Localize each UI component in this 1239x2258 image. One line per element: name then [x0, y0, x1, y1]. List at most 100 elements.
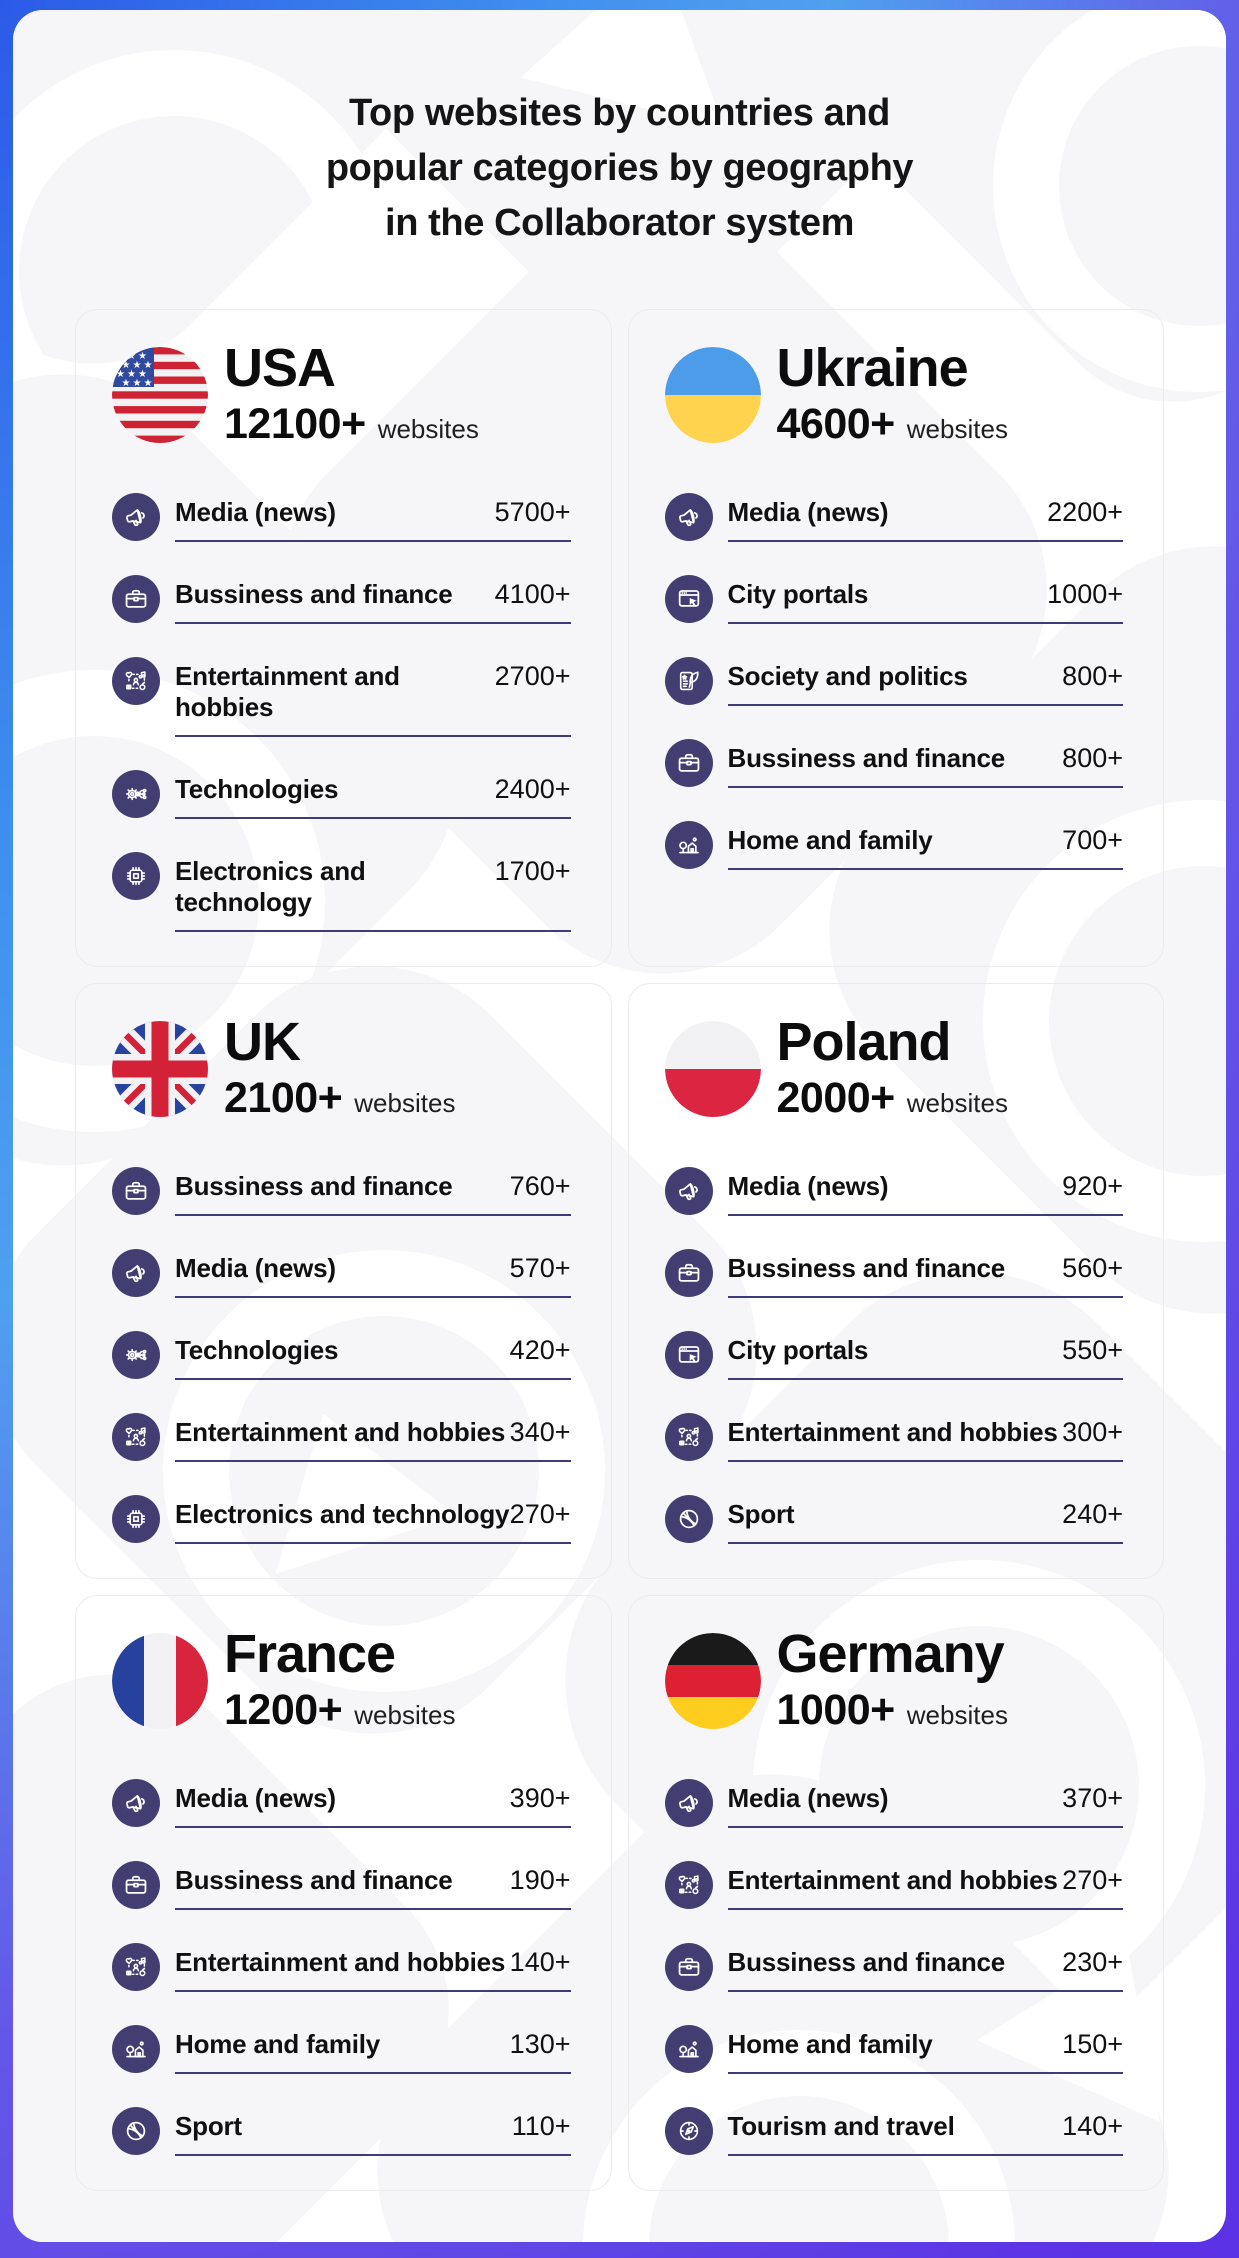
category-label: Media (news)	[175, 1783, 336, 1814]
category-row-line: Sport 110+	[175, 2111, 571, 2142]
category-row-body: Home and family 150+	[727, 2025, 1123, 2075]
category-row-line: Society and politics 800+	[728, 661, 1124, 692]
category-row: Entertainment and hobbies 270+	[664, 1861, 1123, 1911]
megaphone-icon	[664, 493, 713, 542]
country-card: Ukraine 4600+ websites Media (news) 2200…	[627, 309, 1164, 968]
category-row-body: Society and politics 800+	[727, 657, 1124, 707]
category-row: Home and family 150+	[664, 2025, 1123, 2075]
category-count: 920+	[1062, 1171, 1123, 1202]
category-label: Entertainment and hobbies	[727, 1865, 1058, 1896]
category-count: 1000+	[1047, 579, 1123, 610]
category-list: Media (news) 390+ Bussiness and finance …	[112, 1779, 571, 2157]
category-label: Home and family	[175, 2029, 381, 2060]
category-count: 1700+	[494, 856, 571, 887]
briefcase-icon	[664, 1249, 713, 1298]
category-row-body: Entertainment and hobbies 300+	[727, 1413, 1124, 1463]
category-row: Home and family 130+	[112, 2025, 571, 2075]
category-row-body: Sport 240+	[727, 1495, 1123, 1545]
category-count: 2700+	[494, 661, 571, 692]
category-row: Home and family 700+	[664, 821, 1123, 871]
websites-label: websites	[354, 1700, 456, 1731]
card-header-text: USA 12100+ websites	[224, 340, 479, 449]
chip-icon	[112, 1495, 160, 1544]
category-row: Electronics and technology 270+	[112, 1495, 571, 1545]
category-row: Sport 110+	[112, 2107, 571, 2157]
entertainment-icon	[112, 657, 160, 706]
category-label: Entertainment and hobbies	[175, 1947, 506, 1978]
category-row-body: City portals 550+	[727, 1331, 1124, 1381]
category-label: City portals	[727, 579, 869, 610]
category-label: Entertainment and hobbies	[727, 1417, 1058, 1448]
websites-label: websites	[906, 414, 1008, 445]
category-list: Media (news) 5700+ Bussiness and finance…	[112, 493, 571, 933]
country-card: France 1200+ websites Media (news) 390+ …	[75, 1595, 612, 2192]
category-row-body: Bussiness and finance 800+	[727, 739, 1123, 789]
card-header: Poland 2000+ websites	[664, 1014, 1124, 1123]
country-name: Germany	[776, 1624, 1005, 1685]
category-label: Technologies	[175, 774, 339, 805]
category-count: 560+	[1062, 1253, 1123, 1284]
category-row-line: Technologies 2400+	[175, 774, 571, 805]
category-row: Bussiness and finance 760+	[112, 1167, 571, 1217]
category-label: Media (news)	[727, 497, 889, 528]
background-watermark	[13, 10, 1226, 2242]
page-title: Top websites by countries and popular ca…	[53, 86, 1186, 251]
websites-count: 1000+	[776, 1686, 896, 1735]
technologies-icon	[112, 1331, 160, 1380]
briefcase-icon	[112, 575, 160, 624]
category-row: Tourism and travel 140+	[664, 2107, 1123, 2157]
browser-cursor-icon	[664, 1331, 713, 1380]
svg-text:★: ★	[116, 369, 125, 380]
category-row-line: City portals 550+	[728, 1335, 1124, 1366]
category-label: Technologies	[175, 1335, 339, 1366]
category-list: Media (news) 370+ Entertainment and hobb…	[664, 1779, 1124, 2157]
category-count: 300+	[1062, 1417, 1123, 1448]
category-row-body: Technologies 420+	[175, 1331, 571, 1381]
category-row-line: Home and family 130+	[175, 2029, 571, 2060]
megaphone-icon	[664, 1779, 713, 1828]
svg-text:★: ★	[116, 351, 125, 362]
category-row-body: Media (news) 570+	[175, 1249, 571, 1299]
category-row-body: Bussiness and finance 190+	[175, 1861, 571, 1911]
document-quill-icon	[664, 657, 713, 706]
category-row-line: Bussiness and finance 760+	[175, 1171, 571, 1202]
basketball-icon	[112, 2107, 160, 2156]
category-count: 140+	[1062, 2111, 1123, 2142]
category-count: 4100+	[494, 579, 571, 610]
category-label: Electronics and technology	[175, 1499, 510, 1530]
category-row: Entertainment and hobbies 2700+	[112, 657, 571, 738]
websites-count-line: 1000+ websites	[777, 1686, 1008, 1735]
category-row-line: Bussiness and finance 230+	[728, 1947, 1124, 1978]
category-row-line: Entertainment and hobbies 300+	[728, 1417, 1124, 1448]
category-list: Bussiness and finance 760+ Media (news) …	[112, 1167, 571, 1545]
usa-flag: ★ ★ ★ ★ ★ ★ ★ ★ ★ ★ ★ ★	[112, 346, 208, 443]
category-label: Bussiness and finance	[727, 1253, 1006, 1284]
svg-text:★: ★	[133, 360, 142, 371]
category-label: Bussiness and finance	[727, 1947, 1006, 1978]
infographic-canvas: Top websites by countries and popular ca…	[13, 10, 1226, 2242]
category-row-body: Home and family 700+	[727, 821, 1123, 871]
category-row-body: Electronics and technology 1700+	[175, 852, 571, 933]
category-row: Media (news) 2200+	[664, 493, 1123, 543]
category-row: City portals 1000+	[664, 575, 1123, 625]
category-row-line: Electronics and technology 1700+	[175, 856, 571, 918]
category-row-line: Media (news) 390+	[175, 1783, 571, 1814]
page-title-line: Top websites by countries and	[349, 92, 890, 134]
category-row-body: Media (news) 2200+	[727, 493, 1123, 543]
category-row-body: City portals 1000+	[727, 575, 1123, 625]
category-count: 150+	[1062, 2029, 1123, 2060]
category-count: 5700+	[494, 497, 571, 528]
svg-text:★: ★	[138, 369, 147, 380]
category-label: Sport	[727, 1499, 795, 1530]
basketball-icon	[664, 1495, 713, 1544]
category-count: 420+	[509, 1335, 571, 1366]
category-row-body: Entertainment and hobbies 340+	[175, 1413, 571, 1463]
svg-text:★: ★	[127, 351, 136, 362]
websites-count-line: 2000+ websites	[777, 1074, 1008, 1123]
category-label: Home and family	[727, 825, 933, 856]
technologies-icon	[112, 770, 160, 819]
briefcase-icon	[112, 1861, 160, 1910]
websites-count: 12100+	[224, 400, 366, 449]
category-row-body: Media (news) 370+	[727, 1779, 1123, 1829]
